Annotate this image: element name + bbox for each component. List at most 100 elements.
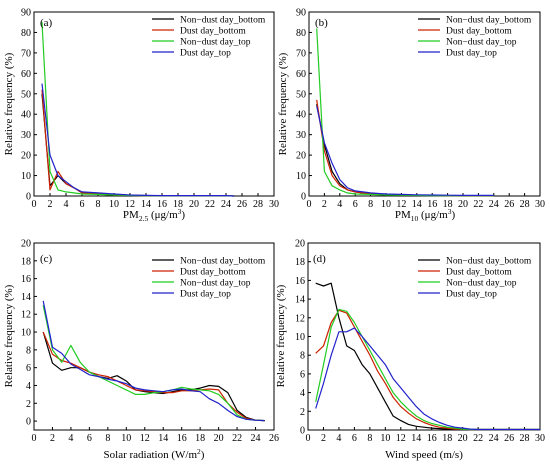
legend-entry: Dust day_top [446, 290, 497, 300]
x-tick-label: 8 [105, 433, 110, 444]
series-line-3 [42, 305, 265, 422]
y-tick-label: 8 [26, 345, 31, 356]
x-tick-label: 22 [473, 199, 483, 210]
tick-marks [307, 242, 541, 431]
legend-entry: Non−dust day_bottom [180, 16, 266, 26]
x-tick-label: 2 [321, 433, 326, 444]
y-tick-label: 20 [295, 239, 305, 250]
x-tick-label: 2 [48, 199, 53, 210]
x-tick-label: 26 [269, 433, 279, 444]
y-tick-label: 0 [300, 426, 305, 437]
tick-marks [33, 242, 275, 430]
series-lines [316, 28, 494, 197]
series-line-2 [315, 309, 540, 431]
x-tick-label: 24 [489, 433, 499, 444]
x-label-superscript: 3 [448, 207, 452, 216]
y-tick-label: 30 [21, 130, 31, 141]
legend-entry: Dust day_bottom [446, 27, 512, 37]
y-tick-labels: 0 10 20 30 40 50 60 70 80 90 [296, 8, 306, 203]
y-tick-label: 10 [296, 171, 306, 182]
series-line-4 [315, 327, 540, 431]
x-label-main: Wind speed (m/s) [385, 449, 463, 461]
legend-entry: Non−dust day_top [180, 38, 251, 48]
y-tick-label: 80 [296, 28, 306, 39]
y-axis-label: Relative frequency (%) [3, 284, 15, 387]
x-tick-label: 14 [158, 433, 168, 444]
y-tick-label: 40 [21, 110, 31, 121]
legend-entry: Non−dust day_bottom [180, 257, 266, 267]
x-tick-labels: 0 2 4 6 8 10 12 14 16 18 20 22 24 26 28 30 [32, 199, 280, 210]
y-tick-labels: 0 10 20 30 40 50 60 70 80 90 [21, 8, 31, 203]
x-tick-label: 28 [520, 433, 530, 444]
series-line-1 [41, 93, 235, 197]
panel-label: (d) [313, 253, 326, 265]
x-tick-label: 28 [520, 199, 530, 210]
x-tick-label: 30 [535, 433, 545, 444]
panel-c: 0 2 4 6 8 10 12 14 16 18 20 22 24 26 0246810121416182… [3, 239, 279, 462]
x-tick-label: 0 [32, 199, 37, 210]
panel-d: 0 2 4 6 8 10 12 14 16 18 20 22 24 26 28 30 024681012141… [275, 239, 545, 462]
legend-entry: Non−dust day_top [446, 279, 517, 289]
x-tick-labels: 0 2 4 6 8 10 12 14 16 18 20 22 24 26 28 30 [307, 199, 546, 210]
series-line-2 [41, 89, 235, 197]
y-tick-label: 0 [26, 192, 31, 203]
x-tick-label: 22 [473, 433, 483, 444]
y-tick-label: 50 [21, 89, 31, 100]
legend-entry: Dust day_bottom [180, 27, 246, 37]
legend-entry: Non−dust day_top [180, 279, 251, 289]
x-tick-label: 14 [411, 433, 421, 444]
x-tick-label: 8 [96, 199, 101, 210]
x-label-main: PM [123, 209, 139, 221]
panel-label: (a) [40, 17, 53, 29]
x-tick-label: 16 [427, 199, 437, 210]
y-tick-label: 20 [296, 151, 306, 162]
panel-b: 0 2 4 6 8 10 12 14 16 18 20 22 24 26 28 30 010203040506… [277, 8, 545, 224]
y-tick-label: 12 [295, 313, 305, 324]
y-tick-label: 4 [300, 388, 305, 399]
x-tick-labels: 0 2 4 6 8 10 12 14 16 18 20 22 24 26 28 30 [306, 433, 546, 444]
x-tick-label: 10 [109, 199, 119, 210]
x-tick-label: 6 [352, 433, 357, 444]
y-tick-label: 30 [296, 130, 306, 141]
x-tick-label: 14 [412, 199, 422, 210]
panel-label: (b) [315, 17, 328, 29]
x-tick-label: 6 [80, 199, 85, 210]
y-tick-label: 70 [21, 48, 31, 59]
x-tick-label: 24 [489, 199, 499, 210]
y-tick-label: 20 [21, 239, 31, 250]
x-tick-label: 26 [237, 199, 247, 210]
x-tick-label: 20 [189, 199, 199, 210]
x-tick-label: 0 [32, 433, 37, 444]
x-tick-label: 20 [458, 433, 468, 444]
y-tick-label: 50 [296, 89, 306, 100]
series-line-4 [41, 83, 235, 197]
y-tick-label: 16 [21, 274, 31, 285]
series-line-2 [316, 99, 494, 197]
x-tick-label: 18 [173, 199, 183, 210]
x-tick-label: 6 [353, 199, 358, 210]
y-tick-label: 12 [21, 310, 31, 321]
x-axis-label: PM10 (μg/m3) [395, 207, 456, 223]
y-tick-label: 10 [21, 328, 31, 339]
x-tick-label: 4 [64, 199, 69, 210]
x-tick-label: 18 [442, 433, 452, 444]
x-label-superscript: 3 [178, 207, 182, 216]
x-tick-label: 20 [214, 433, 224, 444]
x-tick-label: 22 [205, 199, 215, 210]
y-axis-label: Relative frequency (%) [3, 52, 15, 155]
x-axis-label: Solar radiation (W/m2) [104, 447, 205, 461]
series-lines [42, 300, 265, 422]
x-tick-label: 30 [535, 199, 545, 210]
y-tick-label: 0 [301, 192, 306, 203]
y-tick-label: 60 [296, 69, 306, 80]
x-tick-label: 8 [367, 433, 372, 444]
x-tick-label: 30 [269, 199, 279, 210]
x-tick-label: 16 [157, 199, 167, 210]
series-lines [315, 282, 540, 431]
x-tick-label: 20 [458, 199, 468, 210]
y-tick-label: 18 [21, 256, 31, 267]
